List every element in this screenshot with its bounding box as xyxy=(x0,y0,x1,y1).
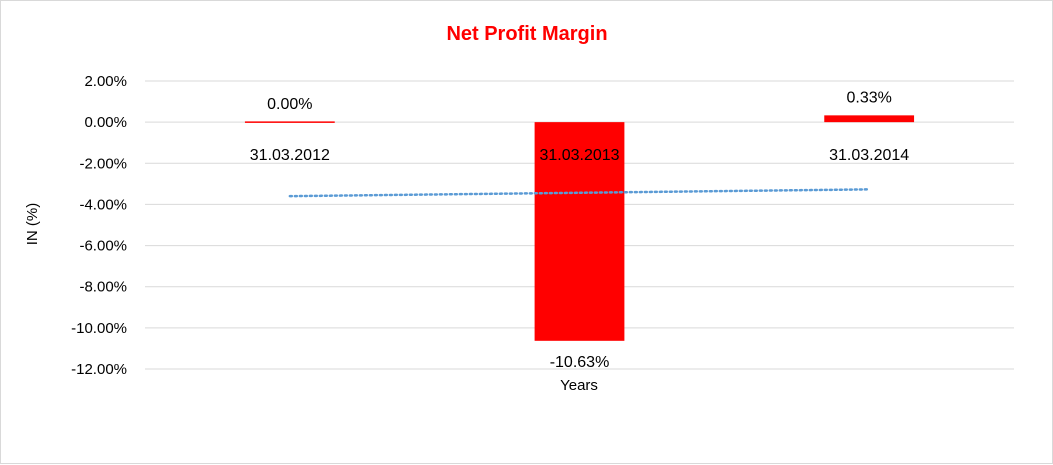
data-labels: 0.00% -10.63% 0.33% xyxy=(267,89,892,370)
y-axis-label: IN (%) xyxy=(24,203,41,246)
category-label: 31.03.2013 xyxy=(539,147,619,164)
data-label: 0.33% xyxy=(846,89,891,106)
y-tick-labels: 2.00% 0.00% -2.00% -4.00% -6.00% -8.00% -10.00… xyxy=(71,73,127,378)
bars xyxy=(244,115,915,341)
category-label: 31.03.2012 xyxy=(250,147,330,164)
y-tick-label: -6.00% xyxy=(79,238,127,255)
category-label: 31.03.2014 xyxy=(829,147,909,164)
y-tick-label: 2.00% xyxy=(84,73,127,90)
bar-31.03.2013 xyxy=(534,122,625,341)
y-tick-label: 0.00% xyxy=(84,114,127,131)
x-axis-label: Years xyxy=(560,377,598,394)
data-label: -10.63% xyxy=(550,354,610,371)
category-labels: 31.03.2012 31.03.2013 31.03.2014 xyxy=(250,147,910,164)
trendline-layer xyxy=(288,188,871,198)
bar-31.03.2012 xyxy=(244,121,335,123)
chart-title: Net Profit Margin xyxy=(446,23,607,45)
y-tick-label: -8.00% xyxy=(79,279,127,296)
y-tick-label: -2.00% xyxy=(79,155,127,172)
y-tick-label: -10.00% xyxy=(71,320,127,337)
trendline xyxy=(288,188,871,198)
y-tick-label: -12.00% xyxy=(71,361,127,378)
data-label: 0.00% xyxy=(267,96,312,113)
y-tick-label: -4.00% xyxy=(79,196,127,213)
bar-31.03.2014 xyxy=(824,115,915,123)
